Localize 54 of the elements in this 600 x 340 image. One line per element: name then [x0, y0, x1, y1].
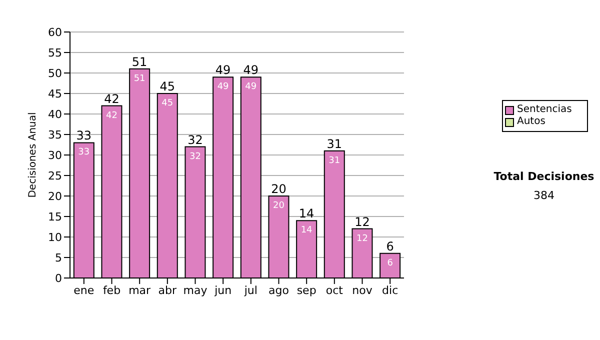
data-label: 51 — [134, 74, 146, 84]
total-label: 12 — [354, 214, 370, 229]
total-label: 49 — [243, 63, 259, 78]
y-tick-label: 30 — [48, 148, 62, 162]
x-tick-label: ene — [74, 284, 94, 297]
total-label: 33 — [76, 128, 92, 143]
y-tick-label: 20 — [48, 190, 62, 203]
data-label: 33 — [78, 148, 90, 158]
data-label: 49 — [245, 82, 257, 92]
y-tick-label: 50 — [48, 66, 62, 80]
data-label: 20 — [273, 201, 285, 211]
legend-label: Autos — [517, 116, 546, 128]
x-tick-label: abr — [158, 284, 178, 297]
total-label: 31 — [326, 136, 342, 151]
y-tick-label: 45 — [48, 87, 62, 100]
y-tick-label: 25 — [48, 169, 62, 182]
text: Total Decisiones — [492, 170, 596, 183]
total-label: 32 — [188, 132, 203, 147]
text: 384 — [532, 189, 556, 202]
y-tick-label: 35 — [48, 128, 62, 142]
total-label: 49 — [215, 63, 231, 78]
total-label: 6 — [386, 239, 394, 254]
y-tick-label: 0 — [55, 272, 62, 285]
data-label: 45 — [162, 98, 174, 108]
x-tick-label: sep — [296, 284, 316, 297]
data-label: 49 — [217, 82, 230, 92]
y-tick-label: 55 — [48, 46, 62, 60]
x-tick-label: nov — [352, 284, 373, 297]
x-tick-label: ago — [268, 284, 290, 297]
x-tick-label: feb — [102, 284, 121, 297]
total-label: 14 — [298, 206, 314, 221]
y-tick-label: 10 — [48, 230, 62, 244]
x-tick-label: oct — [326, 284, 344, 297]
y-tick-label: 5 — [55, 251, 62, 264]
total-label: 45 — [160, 80, 176, 94]
data-label: 31 — [328, 156, 340, 166]
y-tick-label: 60 — [48, 26, 62, 39]
x-tick-label: jul — [243, 284, 258, 297]
data-label: 32 — [190, 152, 201, 162]
legend-label: Sentencias — [517, 104, 572, 116]
total-label: 42 — [104, 92, 120, 106]
x-tick-label: may — [183, 284, 208, 297]
x-tick-label: jun — [214, 284, 232, 297]
data-label: 14 — [300, 226, 313, 236]
data-label: 42 — [106, 110, 118, 121]
y-axis-title: Decisiones Anual — [28, 112, 39, 198]
data-label: 12 — [356, 234, 368, 244]
y-tick-label: 40 — [48, 108, 62, 121]
total-label: 20 — [271, 182, 286, 196]
x-tick-label: dic — [382, 284, 398, 297]
total-label: 51 — [132, 54, 148, 69]
y-tick-label: 15 — [48, 210, 62, 224]
x-tick-label: mar — [128, 284, 152, 297]
data-label: 6 — [387, 258, 394, 268]
